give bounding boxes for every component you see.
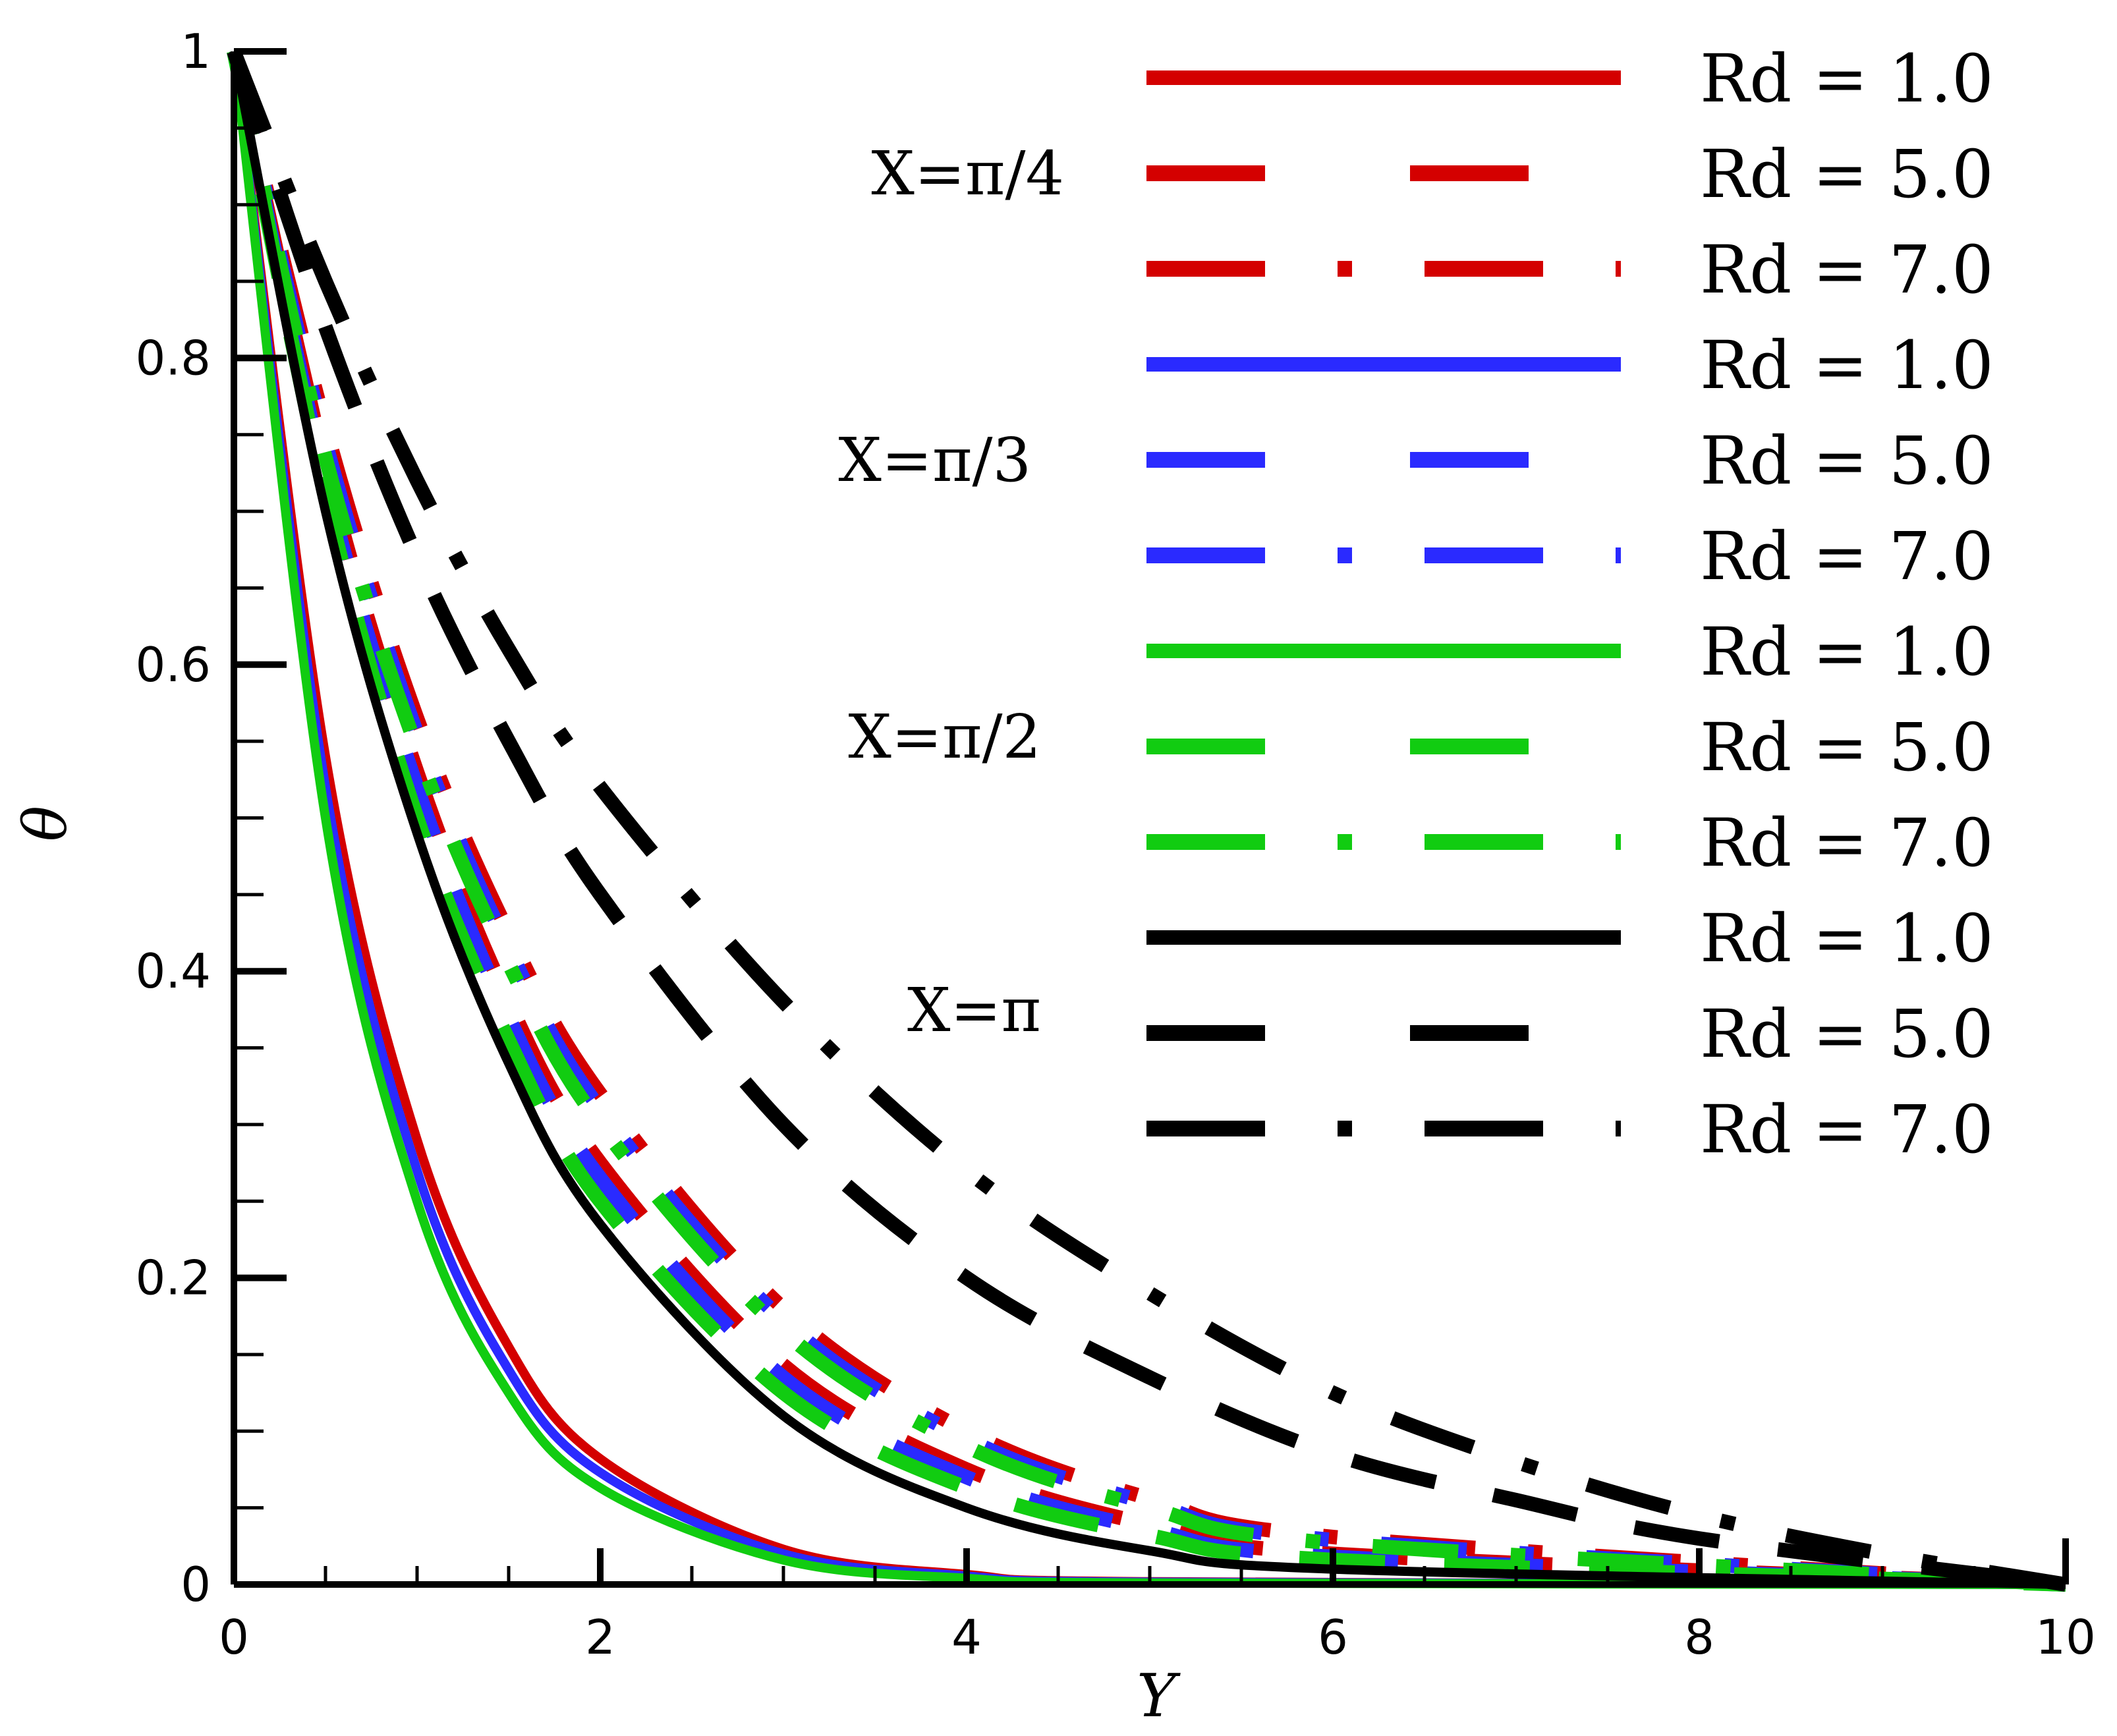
legend-label-12: Rd = 7.0 bbox=[1700, 1091, 1994, 1168]
x-tick-label-4: 8 bbox=[1684, 1610, 1714, 1665]
x-tick-label-2: 4 bbox=[951, 1610, 982, 1665]
x-tick-label-0: 0 bbox=[219, 1610, 249, 1665]
x-tick-label-3: 6 bbox=[1318, 1610, 1348, 1665]
legend-label-3: Rd = 7.0 bbox=[1700, 231, 1994, 308]
axes-layer: 0 2 4 6 8 10 0 0.2 0.4 0.6 0.8 1 bbox=[135, 24, 2095, 1665]
legend: Rd = 1.0 Rd = 5.0 Rd = 7.0 Rd = 1.0 Rd = 5.0… bbox=[838, 40, 1993, 1168]
legend-label-2: Rd = 5.0 bbox=[1700, 136, 1994, 213]
legend-label-7: Rd = 1.0 bbox=[1700, 613, 1994, 690]
y-tick-label-0: 0 bbox=[181, 1557, 211, 1612]
legend-label-9: Rd = 7.0 bbox=[1700, 804, 1994, 882]
y-tick-label-2: 0.4 bbox=[135, 943, 211, 999]
series-line-12 bbox=[227, 48, 2067, 1592]
legend-label-1: Rd = 1.0 bbox=[1700, 40, 1994, 117]
x-tick-label-5: 10 bbox=[2035, 1610, 2096, 1665]
legend-group-label-3: X=π/2 bbox=[848, 702, 1041, 772]
legend-label-6: Rd = 7.0 bbox=[1700, 518, 1994, 595]
y-axis-title: θ bbox=[11, 806, 80, 841]
legend-group-label-4: X=π bbox=[907, 975, 1041, 1046]
y-tick-label-5: 1 bbox=[181, 24, 211, 79]
series-line-11 bbox=[227, 49, 2067, 1592]
y-tick-label-1: 0.2 bbox=[135, 1250, 211, 1306]
series-line-3 bbox=[227, 49, 2066, 1592]
x-tick-label-1: 2 bbox=[585, 1610, 615, 1665]
y-tick-label-3: 0.6 bbox=[135, 637, 211, 692]
legend-label-10: Rd = 1.0 bbox=[1700, 900, 1994, 977]
y-tick-label-4: 0.8 bbox=[135, 330, 211, 385]
x-axis-title: Y bbox=[1137, 1662, 1181, 1731]
legend-label-11: Rd = 5.0 bbox=[1700, 995, 1994, 1073]
legend-label-8: Rd = 5.0 bbox=[1700, 709, 1994, 786]
legend-label-4: Rd = 1.0 bbox=[1700, 327, 1994, 404]
legend-group-label-2: X=π/3 bbox=[838, 425, 1031, 495]
legend-group-label-1: X=π/4 bbox=[871, 138, 1064, 209]
legend-label-5: Rd = 5.0 bbox=[1700, 422, 1994, 499]
